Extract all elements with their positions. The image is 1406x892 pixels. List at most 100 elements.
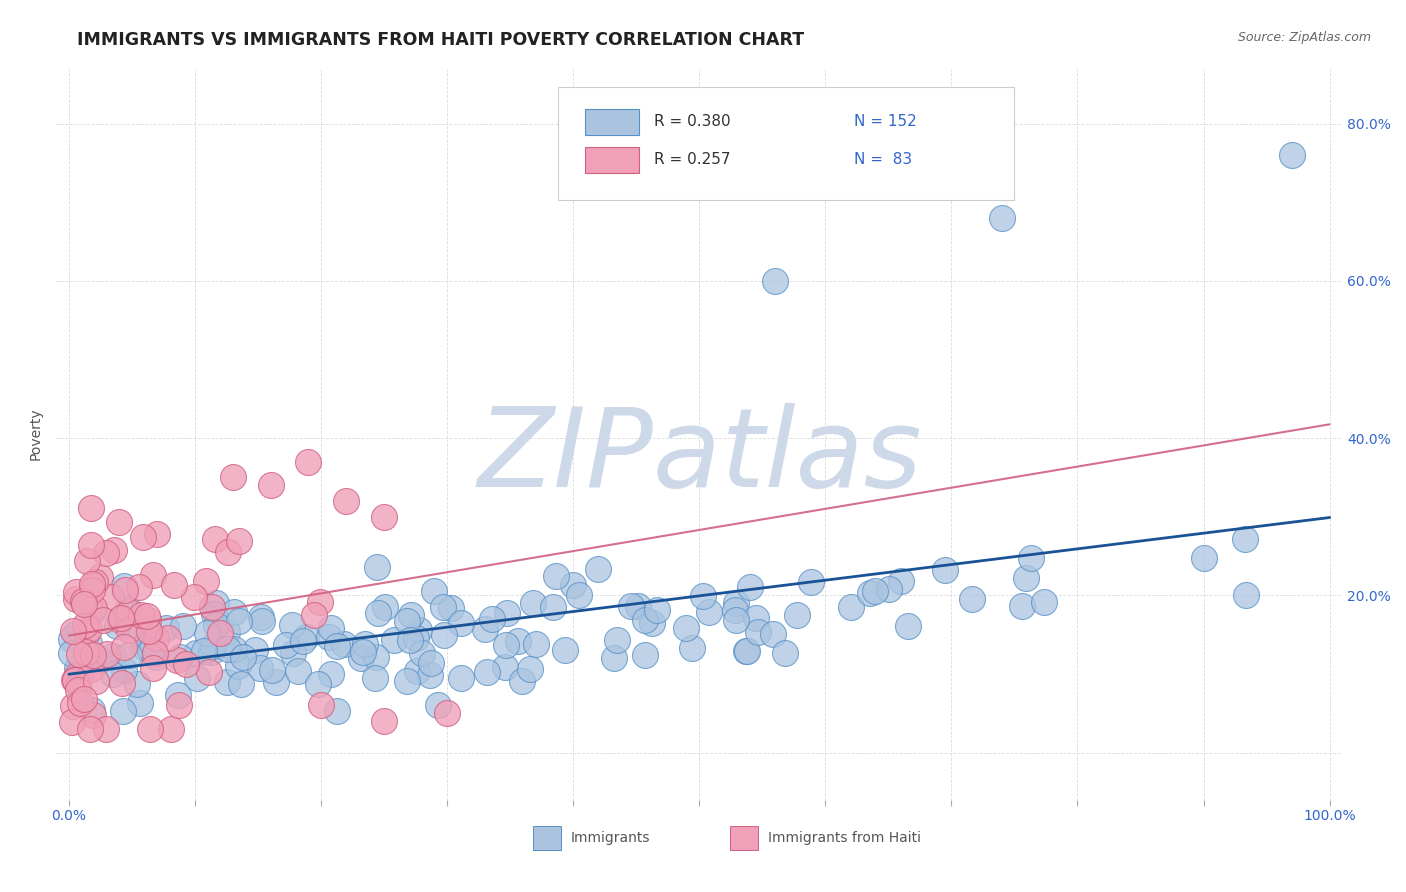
Point [335,494,357,508]
Point [419,668,441,682]
Point [228,534,250,549]
Point [325,639,347,653]
Point [194,574,217,588]
Point [195,625,218,640]
Point [419,656,441,670]
Point [63,673,86,688]
Point [634,648,657,662]
FancyBboxPatch shape [558,87,1014,200]
Point [217,675,239,690]
Point [374,599,396,614]
Point [675,621,697,635]
Point [747,625,769,640]
Point [606,633,628,648]
Point [382,633,405,648]
Point [229,677,252,691]
Point [183,590,205,604]
Point [91,613,114,627]
Point [60,632,83,646]
Point [395,614,418,628]
Text: N = 152: N = 152 [853,114,917,129]
Point [308,595,330,609]
Point [724,613,747,627]
Point [202,607,225,622]
Point [100,590,122,604]
Point [877,582,900,596]
Point [863,583,886,598]
Point [620,599,643,613]
Point [193,644,215,658]
Point [96,546,118,560]
Point [112,640,135,655]
Point [280,618,302,632]
Point [350,651,373,665]
Point [62,699,84,714]
Point [423,584,446,599]
Point [111,704,134,718]
Point [131,607,153,622]
Point [139,643,162,657]
Point [65,627,87,641]
Point [496,606,519,620]
Point [108,614,131,628]
Point [295,630,318,644]
Point [94,722,117,736]
Point [136,626,159,640]
Point [692,589,714,603]
Point [82,582,104,597]
Point [889,574,911,588]
Point [110,611,132,625]
Point [519,662,541,676]
Text: Source: ZipAtlas.com: Source: ZipAtlas.com [1237,31,1371,45]
Point [202,640,225,654]
Point [141,661,163,675]
Point [243,643,266,657]
Point [80,704,103,718]
Point [160,722,183,736]
Point [143,646,166,660]
Point [762,626,785,640]
Point [1281,148,1303,162]
Point [1011,599,1033,613]
Point [763,274,786,288]
Point [297,455,319,469]
Text: Immigrants from Haiti: Immigrants from Haiti [768,830,921,845]
Point [67,678,90,692]
Point [319,666,342,681]
Point [440,601,463,615]
Point [127,677,149,691]
Text: Immigrants: Immigrants [571,830,651,845]
Point [67,647,90,661]
Y-axis label: Poverty: Poverty [30,408,44,460]
Point [307,676,329,690]
Point [737,644,759,658]
Point [697,605,720,619]
Point [186,671,208,685]
Point [146,526,169,541]
Point [260,664,283,678]
Point [800,575,823,590]
Point [373,509,395,524]
Point [80,501,103,516]
Point [786,607,808,622]
Point [63,673,86,687]
Text: R = 0.380: R = 0.380 [654,114,731,129]
Point [450,615,472,630]
Point [172,619,194,633]
Point [259,478,281,492]
Point [522,596,544,610]
Point [142,568,165,582]
Point [401,608,423,623]
Point [128,697,150,711]
Point [474,622,496,636]
Point [138,624,160,639]
Point [633,613,655,627]
Point [395,674,418,689]
Point [325,704,347,718]
Point [65,591,87,606]
Point [222,641,245,656]
Point [367,606,389,620]
Point [128,580,150,594]
Point [1032,595,1054,609]
Point [398,632,420,647]
